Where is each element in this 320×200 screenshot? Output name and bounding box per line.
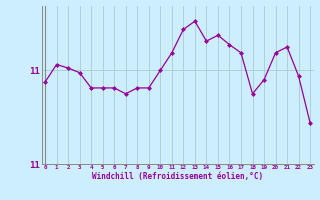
X-axis label: Windchill (Refroidissement éolien,°C): Windchill (Refroidissement éolien,°C) (92, 172, 263, 181)
